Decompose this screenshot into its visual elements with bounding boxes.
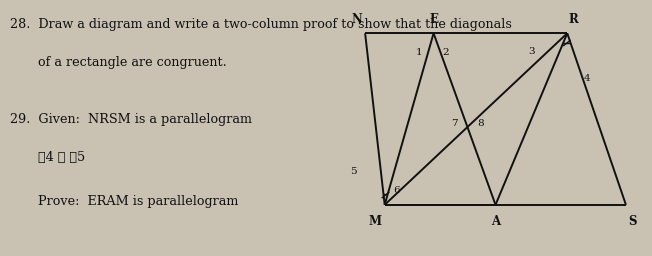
Text: N: N <box>352 13 363 26</box>
Text: R: R <box>569 13 578 26</box>
Text: 2: 2 <box>442 48 449 57</box>
Text: of a rectangle are congruent.: of a rectangle are congruent. <box>10 56 226 69</box>
Text: 1: 1 <box>416 48 422 57</box>
Text: 28.  Draw a diagram and write a two-column proof to show that the diagonals: 28. Draw a diagram and write a two-colum… <box>10 18 512 31</box>
Text: S: S <box>628 215 637 228</box>
Text: 6: 6 <box>393 186 400 195</box>
Text: 4: 4 <box>584 73 590 83</box>
Text: ␤4 ≅ ␤5: ␤4 ≅ ␤5 <box>10 151 85 164</box>
Text: M: M <box>368 215 381 228</box>
Text: 3: 3 <box>528 47 535 56</box>
Text: 5: 5 <box>350 167 357 176</box>
Text: 29.  Given:  NRSM is a parallelogram: 29. Given: NRSM is a parallelogram <box>10 113 252 126</box>
Text: Prove:  ERAM is parallelogram: Prove: ERAM is parallelogram <box>10 195 238 208</box>
Text: E: E <box>429 13 438 26</box>
Text: 8: 8 <box>477 119 484 128</box>
Text: 7: 7 <box>451 119 458 128</box>
Text: A: A <box>491 215 500 228</box>
